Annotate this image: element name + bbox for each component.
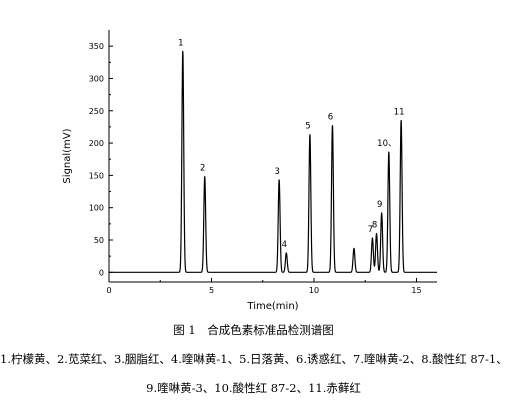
peak-label: 3 bbox=[274, 167, 279, 177]
x-axis-title: Time(min) bbox=[246, 301, 298, 312]
peak-label: 8 bbox=[372, 221, 377, 231]
figure-legend-line-2: 9.喹啉黄-3、10.酸性红 87-2、11.赤藓红 bbox=[146, 381, 361, 395]
x-tick-label: 0 bbox=[106, 286, 111, 295]
peak-label: 1 bbox=[178, 38, 183, 48]
y-axis-title: Signal(mV) bbox=[62, 128, 73, 183]
peak-label: 10、 bbox=[377, 139, 396, 149]
x-tick-label: 5 bbox=[209, 286, 214, 295]
y-tick-label: 350 bbox=[89, 42, 104, 51]
y-tick-label: 150 bbox=[89, 171, 104, 180]
y-tick-label: 250 bbox=[89, 107, 104, 116]
peak-label: 7 bbox=[368, 225, 373, 235]
y-tick-label: 0 bbox=[99, 268, 104, 277]
chromatogram-trace bbox=[108, 50, 438, 273]
y-tick-label: 300 bbox=[89, 74, 104, 83]
peak-label: 11 bbox=[394, 107, 405, 117]
y-tick-label: 200 bbox=[89, 139, 104, 148]
x-tick-label: 10 bbox=[309, 286, 319, 295]
peak-label: 5 bbox=[305, 122, 310, 132]
peak-label: 9 bbox=[377, 200, 382, 210]
x-tick-label: 15 bbox=[411, 286, 421, 295]
peak-label: 4 bbox=[282, 240, 287, 250]
figure-caption-title: 图 1 合成色素标准品检测谱图 bbox=[173, 323, 334, 337]
y-tick-label: 100 bbox=[89, 204, 104, 213]
figure-legend-line-1: 1.柠檬黄、2.苋菜红、3.胭脂红、4.喹啉黄-1、5.日落黄、6.诱惑红、7.… bbox=[0, 352, 507, 366]
peak-label: 2 bbox=[200, 164, 205, 174]
peak-labels: 1 2 3 4 5 6 78 9 10、 11 bbox=[178, 38, 404, 250]
peak-label: 6 bbox=[328, 113, 333, 123]
y-tick-label: 50 bbox=[94, 236, 104, 245]
